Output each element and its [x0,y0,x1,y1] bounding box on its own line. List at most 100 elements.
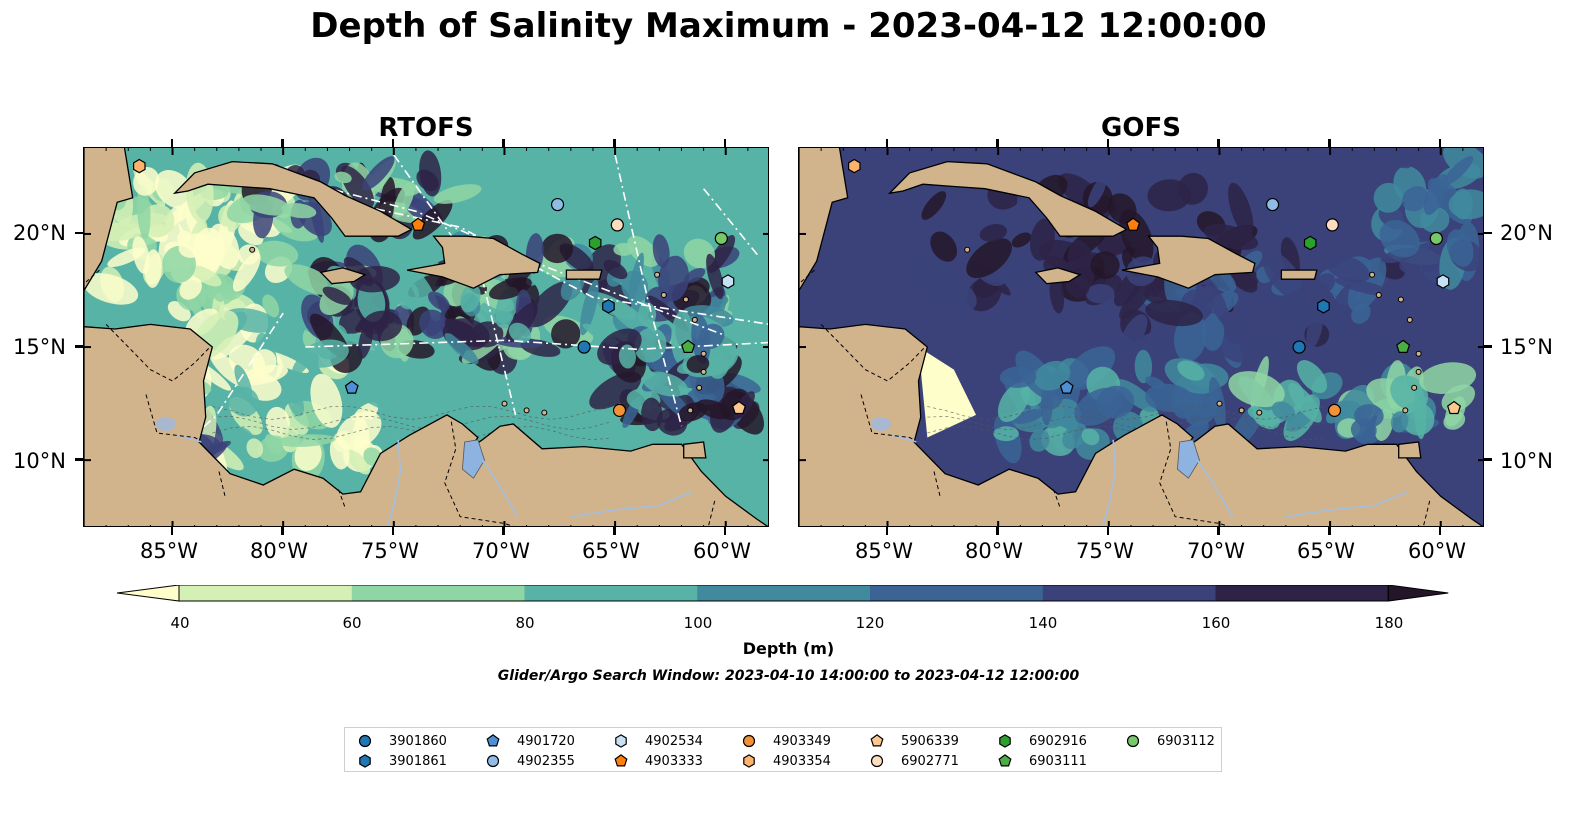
axis-tick-mark [613,527,616,535]
ship-track-line [105,312,284,518]
float-marker-4902355 [550,197,565,212]
legend-label: 3901860 [389,734,447,749]
colorbar-tick-label: 80 [515,614,535,632]
small-island [696,384,703,391]
legend-label: 5906339 [901,734,959,749]
bathymetry-contour [927,425,1326,441]
axis-tick-mark [996,527,999,535]
float-marker-5906339 [731,400,747,415]
legend-label: 4902534 [645,734,703,749]
colorbar-tick-label: 180 [1374,614,1404,632]
axis-tick-mark [885,139,889,147]
float-marker-4902534 [1436,274,1450,289]
float-legend: 3901860 3901861 4901720 4902355 4902534 49033… [344,727,1222,772]
legend-marker-pentagon [998,754,1012,767]
legend-marker [870,734,884,747]
river [1101,439,1117,526]
bathymetry-contour [212,415,611,431]
colorbar-extend-high [1387,585,1449,602]
float-marker-4903349 [612,403,627,417]
legend-marker-pentagon [614,754,628,767]
axis-tick-mark [391,527,395,535]
legend-marker [486,734,500,747]
float-marker-4903333 [411,217,426,231]
country-border [1159,421,1229,526]
land-hispaniola [406,235,541,289]
axis-tick-mark [1484,345,1492,348]
country-border [933,471,942,499]
land-trinidad [1398,441,1422,459]
float-marker-6902916 [588,235,602,251]
bathymetry-contour [927,415,1326,431]
float-marker-3901860 [577,340,591,354]
lat-tick-label-right: 15°N [1500,335,1553,359]
legend-marker-hexagon [359,754,371,768]
land-cuba [887,160,1128,237]
river [481,459,519,518]
land-hispaniola [1121,235,1256,289]
country-border [84,269,100,285]
float-marker-6902771 [1325,218,1339,232]
country-border [820,324,926,382]
colorbar-segment [697,585,871,601]
legend-marker [998,754,1012,767]
axis-tick-mark [1217,139,1220,147]
axis-tick-mark [1217,527,1220,535]
legend-label: 6903111 [1029,754,1087,769]
river [386,439,402,526]
small-island [523,407,530,414]
float-marker-4901720 [344,380,359,394]
small-island [249,246,256,253]
colorbar-tick-label: 100 [683,614,713,632]
colorbar-extend-low [116,585,180,602]
axis-tick-mark [996,139,999,147]
legend-marker [743,754,755,768]
axis-tick-mark [75,345,83,348]
legend-marker-circle [486,754,500,768]
bathymetry-contour [212,406,611,420]
axis-tick-mark [75,458,83,461]
legend-marker [615,734,627,748]
small-island [1415,350,1422,357]
colorbar-frame [178,585,1389,602]
lon-tick-label: 65°W [1297,539,1355,563]
lon-tick-label: 85°W [855,539,913,563]
colorbar-segment [524,585,698,601]
legend-label: 4901720 [517,734,575,749]
axis-tick-mark [1438,139,1442,147]
legend-marker-circle [358,734,372,748]
river [891,434,917,443]
panel-title-gofs: GOFS [1101,113,1181,143]
float-marker-6902771 [610,218,624,232]
colorbar [116,585,1449,602]
small-island [682,296,689,303]
lat-tick-label-right: 10°N [1500,449,1553,473]
axis-tick-mark [1484,458,1492,461]
country-border [218,471,227,499]
gofs-map [798,147,1484,527]
colorbar-segment [179,585,353,601]
small-island [541,409,548,416]
legend-label: 4902355 [517,754,575,769]
colorbar-tick-label: 40 [170,614,190,632]
axis-tick-mark [391,139,395,147]
small-island [1397,296,1404,303]
float-marker-4903354 [132,158,146,174]
country-border [105,324,211,382]
legend-marker [1126,734,1140,748]
float-marker-6902916 [1303,235,1317,251]
legend-marker [870,754,884,768]
salinity-depth-field [799,148,1483,526]
country-border [444,421,514,526]
small-island [700,350,707,357]
axis-tick-mark [723,527,727,535]
figure-title: Depth of Salinity Maximum - 2023-04-12 1… [310,6,1267,46]
legend-label: 6902771 [901,754,959,769]
shelf-shallow-region [918,347,977,438]
float-marker-4902355 [1265,197,1280,212]
small-island [1375,292,1382,298]
legend-marker [742,734,756,748]
small-island [964,246,971,253]
legend-marker-circle [742,734,756,748]
river [1285,491,1408,518]
